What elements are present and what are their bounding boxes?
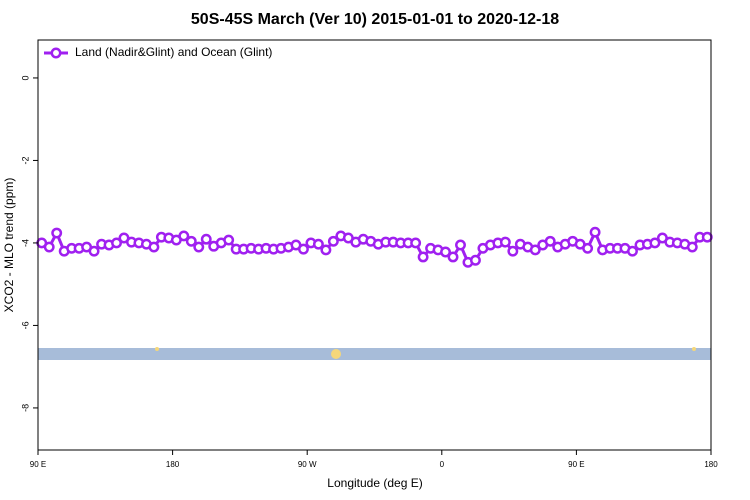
y-tick-label: -2 (20, 156, 30, 164)
data-point (589, 226, 601, 238)
chart-title: 50S-45S March (Ver 10) 2015-01-01 to 202… (191, 11, 559, 28)
data-point (327, 235, 339, 247)
y-tick-label: 0 (20, 75, 30, 80)
x-tick-label: 0 (440, 460, 445, 469)
data-point (178, 230, 190, 242)
data-point (88, 245, 100, 257)
data-point (51, 227, 63, 239)
x-tick-label: 180 (704, 460, 718, 469)
y-tick-label: -6 (20, 321, 30, 329)
data-point (111, 237, 122, 249)
data-point (455, 239, 466, 251)
data-point (298, 243, 309, 255)
data-point (627, 245, 638, 257)
x-tick-label: 180 (166, 460, 180, 469)
y-tick-label: -4 (20, 239, 30, 247)
data-point (507, 245, 519, 257)
data-point (200, 233, 212, 245)
data-point (649, 237, 661, 249)
legend-marker (50, 47, 62, 59)
data-point (447, 251, 459, 263)
data-point (686, 241, 698, 253)
data-point (499, 236, 511, 248)
data-point (193, 241, 205, 253)
data-point (312, 238, 324, 250)
data-point (43, 241, 55, 253)
data-point (320, 244, 332, 256)
x-tick-label: 90 E (568, 460, 584, 469)
data-point (470, 254, 481, 266)
y-axis-label: XCO2 - MLO trend (ppm) (2, 178, 16, 313)
data-point (185, 235, 197, 247)
x-tick-label: 90 E (30, 460, 46, 469)
data-point (410, 237, 422, 249)
data-point (582, 242, 594, 254)
plot-frame (37, 39, 712, 451)
data-point (148, 241, 160, 253)
legend-label: Land (Nadir&Glint) and Ocean (Glint) (75, 45, 272, 59)
data-point (529, 244, 541, 256)
land-dot (692, 347, 696, 351)
x-tick-label: 90 W (298, 460, 317, 469)
y-tick-label: -8 (20, 404, 30, 412)
land-dot (155, 347, 159, 351)
data-point (544, 235, 556, 247)
land-strip (38, 348, 711, 360)
data-point (417, 251, 429, 263)
data-point (440, 246, 451, 258)
data-point (701, 231, 713, 243)
land-dot (331, 349, 341, 359)
x-axis-label: Longitude (deg E) (327, 476, 422, 490)
data-point (223, 234, 235, 246)
